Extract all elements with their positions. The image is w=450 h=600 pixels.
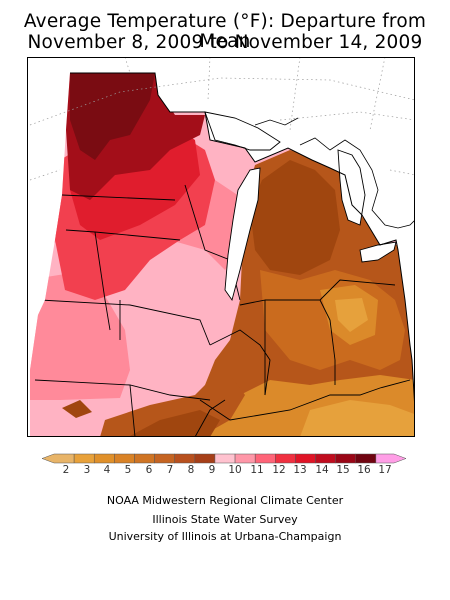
legend-label: 2 <box>63 464 70 476</box>
anomaly-zone-16-17 <box>70 73 155 160</box>
legend-label: 10 <box>228 464 241 476</box>
legend-swatch <box>93 453 115 464</box>
anomaly-zone-10-11-west <box>30 270 130 400</box>
map-frame <box>27 57 415 437</box>
legend-swatch <box>335 453 357 464</box>
anomaly-zone-3-4 <box>300 400 415 437</box>
legend-label: 17 <box>378 464 391 476</box>
legend-label: 8 <box>188 464 195 476</box>
credit-isws: Illinois State Water Survey <box>152 513 298 526</box>
legend-swatch <box>114 453 135 464</box>
legend-swatch <box>41 453 75 464</box>
legend-swatch <box>194 453 216 464</box>
lake-superior <box>204 111 281 151</box>
credit-uiuc: University of Illinois at Urbana-Champai… <box>108 530 342 543</box>
map-title-line-2: November 8, 2009 to November 14, 2009 <box>27 32 423 53</box>
legend-swatch <box>375 453 407 464</box>
legend-labels: 2 3 4 5 6 7 8 9 10 11 12 13 14 15 16 17 <box>63 464 392 476</box>
anomaly-spot-missouri <box>62 400 92 418</box>
legend-swatch <box>73 453 95 464</box>
anomaly-zone-9-south <box>128 410 220 437</box>
great-lakes <box>204 111 397 302</box>
map-title-line-1: Average Temperature (°F): Departure from… <box>23 11 427 52</box>
canada-coastline <box>254 117 415 229</box>
state-borders <box>34 184 411 437</box>
legend-label: 9 <box>209 464 216 476</box>
legend-label: 12 <box>272 464 285 476</box>
legend-swatch <box>275 453 296 464</box>
legend-swatch <box>174 453 196 464</box>
credit-noaa: NOAA Midwestern Regional Climate Center <box>106 494 344 507</box>
anomaly-zone-4-5 <box>335 298 368 332</box>
legend-swatch <box>315 453 336 464</box>
region-outline <box>70 72 415 417</box>
lake-huron <box>337 149 366 226</box>
graticule <box>29 57 415 181</box>
legend-label: 15 <box>336 464 349 476</box>
legend-swatch <box>234 453 256 464</box>
legend-label: 7 <box>167 464 174 476</box>
legend-label: 14 <box>315 464 329 476</box>
legend-swatches <box>41 453 407 464</box>
legend-label: 4 <box>104 464 111 476</box>
legend-label: 3 <box>84 464 91 476</box>
legend-swatch <box>214 453 236 464</box>
legend-label: 6 <box>146 464 153 476</box>
lake-erie <box>359 241 397 263</box>
lake-michigan <box>224 167 261 302</box>
legend-label: 13 <box>293 464 306 476</box>
anomaly-zone-9-michigan <box>250 160 340 275</box>
legend-swatch <box>254 453 276 464</box>
legend-swatch <box>134 453 155 464</box>
legend-swatch <box>295 453 316 464</box>
legend-swatch <box>154 453 175 464</box>
legend-label: 16 <box>357 464 371 476</box>
legend-label: 11 <box>250 464 263 476</box>
legend-swatch <box>355 453 377 464</box>
legend-label: 5 <box>125 464 132 476</box>
